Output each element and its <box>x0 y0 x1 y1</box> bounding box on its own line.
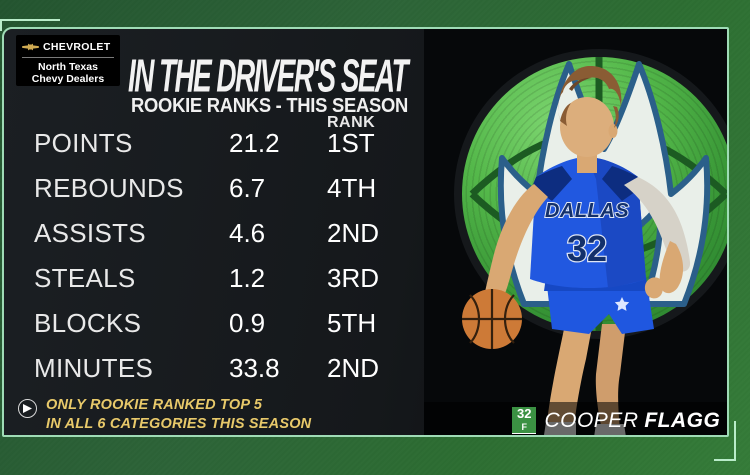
svg-text:32: 32 <box>567 228 607 269</box>
svg-text:DALLAS: DALLAS <box>545 200 629 222</box>
